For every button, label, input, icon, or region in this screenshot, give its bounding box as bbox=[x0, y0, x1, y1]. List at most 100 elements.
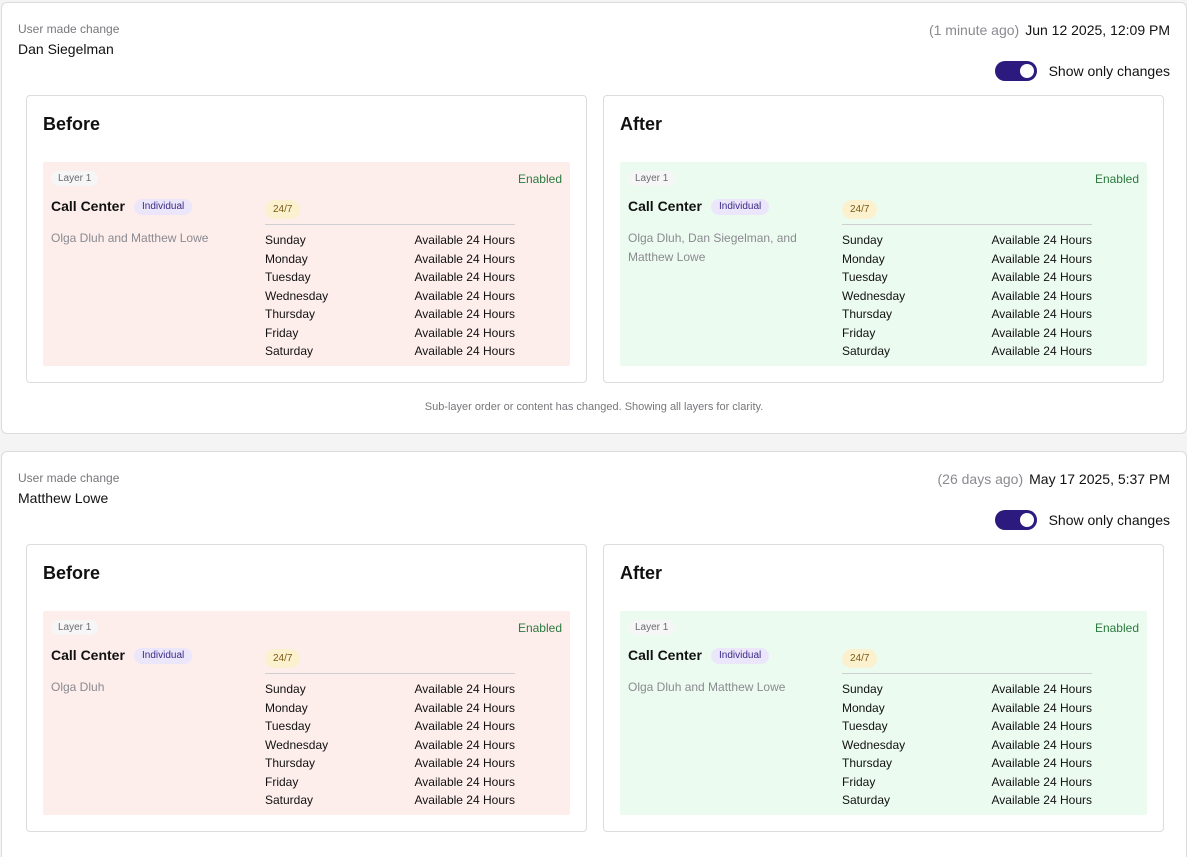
rotation-type-badge: Individual bbox=[134, 199, 193, 215]
rotation-type-badge: Individual bbox=[711, 648, 770, 664]
day-hours: Available 24 Hours bbox=[414, 270, 515, 284]
schedule-row: Saturday Available 24 Hours bbox=[842, 342, 1092, 361]
day-hours: Available 24 Hours bbox=[991, 737, 1092, 752]
day-name: Monday bbox=[842, 251, 885, 266]
day-hours: Available 24 Hours bbox=[991, 682, 1092, 696]
day-name: Sunday bbox=[265, 682, 306, 696]
change-type-label: User made change bbox=[18, 471, 120, 485]
show-only-changes-label: Show only changes bbox=[1048, 63, 1170, 79]
change-entry: User made change Dan Siegelman (1 minute… bbox=[1, 2, 1187, 434]
panel-title: After bbox=[620, 114, 663, 134]
change-time: (26 days ago) May 17 2025, 5:37 PM bbox=[938, 471, 1170, 487]
day-hours: Available 24 Hours bbox=[991, 774, 1092, 789]
layer-badge: Layer 1 bbox=[628, 171, 676, 186]
day-name: Tuesday bbox=[842, 270, 888, 284]
schedule-badge: 24/7 bbox=[842, 649, 878, 668]
show-only-changes-label: Show only changes bbox=[1048, 512, 1170, 528]
day-hours: Available 24 Hours bbox=[414, 756, 515, 770]
layer-badge: Layer 1 bbox=[628, 620, 676, 635]
show-only-changes-control: Show only changes bbox=[994, 509, 1170, 531]
schedule-badge: 24/7 bbox=[265, 200, 301, 219]
schedule-row: Friday Available 24 Hours bbox=[842, 324, 1092, 343]
toggle-knob bbox=[1019, 513, 1034, 527]
layer-order-footnote: Sub-layer order or content has changed. … bbox=[424, 401, 764, 413]
schedule: 24/7 Sunday Available 24 Hours Monday Avai… bbox=[842, 199, 1092, 361]
divider bbox=[265, 673, 515, 674]
schedule-row: Saturday Available 24 Hours bbox=[265, 791, 515, 810]
panel-title: Before bbox=[43, 114, 101, 134]
day-hours: Available 24 Hours bbox=[414, 344, 515, 358]
timestamp: Jun 12 2025, 12:09 PM bbox=[1025, 22, 1170, 38]
day-hours: Available 24 Hours bbox=[991, 233, 1092, 247]
day-hours: Available 24 Hours bbox=[414, 700, 515, 715]
day-hours: Available 24 Hours bbox=[991, 307, 1092, 321]
timestamp: May 17 2025, 5:37 PM bbox=[1029, 471, 1170, 487]
day-name: Sunday bbox=[842, 682, 883, 696]
schedule-row: Saturday Available 24 Hours bbox=[842, 791, 1092, 810]
day-hours: Available 24 Hours bbox=[414, 288, 515, 303]
day-name: Saturday bbox=[842, 344, 891, 358]
schedule-row: Sunday Available 24 Hours bbox=[265, 680, 515, 699]
day-name: Saturday bbox=[265, 793, 314, 807]
day-hours: Available 24 Hours bbox=[991, 344, 1092, 358]
layer-name: Call Center bbox=[51, 198, 125, 214]
schedule-row: Thursday Available 24 Hours bbox=[842, 305, 1092, 324]
day-name: Thursday bbox=[265, 756, 316, 770]
schedule-row: Wednesday Available 24 Hours bbox=[842, 736, 1092, 755]
schedule-row: Monday Available 24 Hours bbox=[842, 699, 1092, 718]
before-panel: Before Layer 1 Enabled Call Center Indiv… bbox=[26, 544, 587, 832]
day-name: Sunday bbox=[842, 233, 883, 247]
day-hours: Available 24 Hours bbox=[991, 700, 1092, 715]
layer-badge: Layer 1 bbox=[51, 620, 99, 635]
divider bbox=[265, 224, 515, 225]
schedule: 24/7 Sunday Available 24 Hours Monday Avai… bbox=[265, 199, 515, 361]
show-only-changes-control: Show only changes bbox=[994, 60, 1170, 82]
day-name: Tuesday bbox=[265, 719, 311, 733]
schedule-row: Tuesday Available 24 Hours bbox=[842, 268, 1092, 287]
layer-card: Layer 1 Enabled Call Center Individual O… bbox=[620, 611, 1147, 815]
rotation-type-badge: Individual bbox=[134, 648, 193, 664]
schedule-row: Sunday Available 24 Hours bbox=[842, 231, 1092, 250]
day-name: Tuesday bbox=[265, 270, 311, 284]
change-author: Matthew Lowe bbox=[18, 490, 109, 506]
layer-members: Olga Dluh and Matthew Lowe bbox=[51, 231, 209, 245]
day-name: Friday bbox=[842, 774, 876, 789]
show-only-changes-toggle[interactable] bbox=[994, 61, 1037, 81]
schedule-row: Wednesday Available 24 Hours bbox=[842, 287, 1092, 306]
layer-card: Layer 1 Enabled Call Center Individual O… bbox=[620, 162, 1147, 366]
day-hours: Available 24 Hours bbox=[991, 270, 1092, 284]
schedule-badge: 24/7 bbox=[842, 200, 878, 219]
schedule-row: Thursday Available 24 Hours bbox=[265, 754, 515, 773]
day-name: Thursday bbox=[842, 307, 893, 321]
schedule-row: Saturday Available 24 Hours bbox=[265, 342, 515, 361]
layer-badge: Layer 1 bbox=[51, 171, 99, 186]
day-hours: Available 24 Hours bbox=[991, 756, 1092, 770]
layer-name: Call Center bbox=[628, 198, 702, 214]
toggle-knob bbox=[1019, 64, 1034, 78]
relative-time: (26 days ago) bbox=[937, 471, 1024, 487]
layer-status: Enabled bbox=[517, 621, 562, 635]
layer-card: Layer 1 Enabled Call Center Individual O… bbox=[43, 611, 570, 815]
layer-status: Enabled bbox=[1094, 172, 1139, 186]
day-hours: Available 24 Hours bbox=[414, 251, 515, 266]
change-entry: User made change Matthew Lowe (26 days a… bbox=[1, 451, 1187, 857]
day-name: Wednesday bbox=[842, 737, 906, 752]
day-name: Wednesday bbox=[265, 288, 329, 303]
schedule-row: Friday Available 24 Hours bbox=[265, 773, 515, 792]
divider bbox=[842, 224, 1092, 225]
show-only-changes-toggle[interactable] bbox=[994, 510, 1037, 530]
day-name: Saturday bbox=[842, 793, 891, 807]
day-hours: Available 24 Hours bbox=[991, 288, 1092, 303]
day-name: Friday bbox=[842, 325, 876, 340]
schedule-row: Thursday Available 24 Hours bbox=[842, 754, 1092, 773]
schedule-row: Monday Available 24 Hours bbox=[265, 250, 515, 269]
schedule-row: Monday Available 24 Hours bbox=[265, 699, 515, 718]
change-author: Dan Siegelman bbox=[18, 41, 114, 57]
schedule-row: Tuesday Available 24 Hours bbox=[265, 717, 515, 736]
day-hours: Available 24 Hours bbox=[414, 719, 515, 733]
after-panel: After Layer 1 Enabled Call Center Indivi… bbox=[603, 544, 1164, 832]
day-name: Wednesday bbox=[265, 737, 329, 752]
before-panel: Before Layer 1 Enabled Call Center Indiv… bbox=[26, 95, 587, 383]
layer-members: Olga Dluh and Matthew Lowe bbox=[628, 680, 786, 694]
day-hours: Available 24 Hours bbox=[991, 325, 1092, 340]
